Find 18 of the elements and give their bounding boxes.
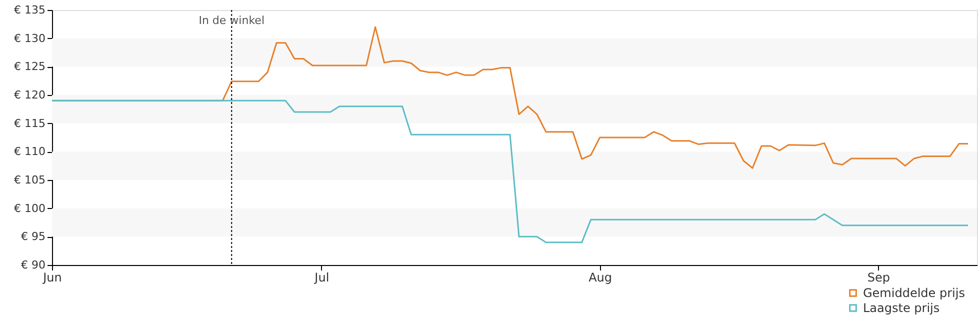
y-tick-label: € 135	[14, 4, 46, 16]
y-tick-label: € 110	[14, 145, 46, 158]
y-tick-label: € 120	[14, 88, 46, 102]
x-tick-label: Jun	[42, 270, 62, 284]
x-tick-label: Aug	[588, 270, 612, 284]
y-tick-label: € 95	[21, 230, 46, 244]
x-tick-label: Jul	[314, 270, 330, 284]
y-tick-label: € 100	[14, 202, 46, 215]
y-tick-label: € 90	[21, 258, 46, 272]
legend-label: Gemiddelde prijs	[863, 286, 965, 300]
x-tick-label: Sep	[867, 270, 890, 284]
y-tick-label: € 115	[14, 116, 46, 130]
y-tick-label: € 130	[14, 32, 46, 45]
y-tick-label: € 125	[14, 60, 46, 74]
line-series	[51, 100, 969, 244]
legend-label: Laagste prijs	[863, 301, 940, 315]
y-tick-label: € 105	[14, 174, 46, 186]
ref-line-label: In de winkel	[198, 14, 265, 27]
